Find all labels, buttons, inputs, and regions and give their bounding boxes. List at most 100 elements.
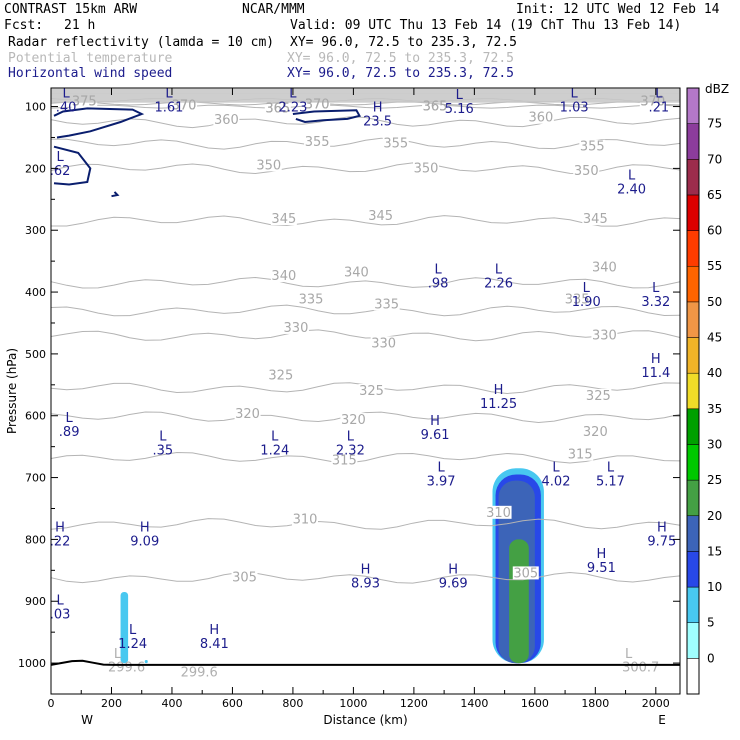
theta-label-bg bbox=[412, 161, 439, 175]
wind-extremum-L: L.21 bbox=[648, 86, 669, 115]
theta-label-bg bbox=[567, 447, 594, 461]
colorbar-bin bbox=[686, 408, 700, 445]
theta-label-bg bbox=[213, 113, 240, 127]
colorbar-bin bbox=[686, 123, 700, 160]
fcst-label: Fcst: bbox=[4, 18, 43, 33]
wind-extremum-L: L3.32 bbox=[641, 281, 670, 310]
theta-label-bg bbox=[270, 268, 297, 282]
wind-extremum-value: 2.40 bbox=[617, 183, 646, 198]
theta-label-bg bbox=[582, 212, 609, 226]
wind-extremum-L: L2.40 bbox=[617, 169, 646, 198]
theta-label-bg bbox=[234, 406, 261, 420]
theta-label-bg bbox=[304, 134, 331, 148]
theta-label-bg bbox=[331, 453, 358, 467]
wind-extremum-value: 5.17 bbox=[596, 474, 625, 489]
wind-extremum-value: .22 bbox=[50, 534, 71, 549]
y-tick-label: 200 bbox=[25, 162, 46, 175]
colorbar-unit: dBZ bbox=[705, 82, 729, 96]
wind-extremum-type: H bbox=[494, 383, 504, 398]
colorbar-label: 75 bbox=[707, 117, 722, 131]
terrain-surface bbox=[50, 659, 680, 666]
wind-extremum-L: L1.90 bbox=[572, 281, 601, 310]
theta-label-350: 350 bbox=[574, 164, 599, 179]
theta-label-350: 350 bbox=[414, 161, 439, 176]
x-endpoint-east: E bbox=[658, 713, 666, 727]
wind-extremum-value: 23.5 bbox=[363, 114, 392, 129]
theta-contour-305 bbox=[50, 571, 681, 584]
colorbar-label: 30 bbox=[707, 437, 722, 451]
wind-extremum-type: H bbox=[55, 520, 65, 535]
colorbar-bin bbox=[686, 586, 700, 623]
wind-extremum-value: 9.51 bbox=[587, 561, 616, 576]
wind-extremum-L: L.03 bbox=[50, 593, 71, 622]
theta-label-335: 335 bbox=[565, 292, 590, 307]
wind-extremum-H: H8.41 bbox=[200, 623, 229, 652]
reflectivity-cell bbox=[144, 659, 148, 664]
field-wind-xy: XY= 96.0, 72.5 to 235.3, 72.5 bbox=[287, 66, 514, 81]
wind-extremum-type: L bbox=[129, 623, 137, 638]
x-tick-label: 2000 bbox=[642, 697, 670, 710]
theta-contour-355 bbox=[50, 137, 681, 150]
theta-surface-label: 300.7 bbox=[622, 660, 659, 675]
field-reflectivity-xy: XY= 96.0, 72.5 to 235.3, 72.5 bbox=[290, 35, 517, 50]
wind-extremum-type: L bbox=[66, 411, 74, 426]
wind-extremum-type: H bbox=[361, 562, 371, 577]
wind-extremum-value: 9.69 bbox=[439, 576, 468, 591]
theta-label-340: 340 bbox=[344, 265, 369, 280]
x-tick-label: 1800 bbox=[581, 697, 609, 710]
theta-label-365: 365 bbox=[265, 101, 290, 116]
y-tick-label: 400 bbox=[25, 286, 46, 299]
wind-extremum-L: L.35 bbox=[153, 429, 174, 458]
wind-extremum-value: 8.41 bbox=[200, 637, 229, 652]
colorbar-label: 10 bbox=[707, 580, 722, 594]
theta-surface-label: 299.6 bbox=[108, 660, 145, 675]
theta-label-330: 330 bbox=[592, 328, 617, 343]
wind-extremum-value: .89 bbox=[59, 425, 80, 440]
wind-extremum-value: 1.90 bbox=[572, 295, 601, 310]
y-tick-label: 300 bbox=[25, 224, 46, 237]
theta-label-bg bbox=[512, 566, 539, 580]
wind-speed-contour bbox=[111, 191, 120, 198]
theta-label-370: 370 bbox=[172, 98, 197, 113]
wind-extremum-value: .98 bbox=[428, 277, 449, 292]
theta-label-320: 320 bbox=[235, 407, 260, 422]
theta-label-bg bbox=[298, 292, 325, 306]
colorbar-frame bbox=[686, 87, 700, 695]
theta-label-bg bbox=[370, 336, 397, 350]
theta-label-345: 345 bbox=[583, 212, 608, 227]
colorbar-bin bbox=[686, 479, 700, 517]
wind-extremum-type: L bbox=[456, 88, 464, 103]
theta-surface-label: L bbox=[114, 647, 122, 662]
wind-extremum-L: L1.61 bbox=[154, 86, 183, 115]
theta-label-bg bbox=[367, 209, 394, 223]
theta-contour-330 bbox=[50, 329, 681, 342]
theta-label-345: 345 bbox=[368, 209, 393, 224]
wind-extremum-H: H23.5 bbox=[363, 100, 392, 129]
theta-contour-340 bbox=[50, 276, 681, 289]
colorbar-bin bbox=[686, 337, 700, 374]
theta-label-bg bbox=[591, 260, 618, 274]
wind-extremum-value: 2.23 bbox=[278, 100, 307, 115]
x-tick-label: 200 bbox=[101, 697, 122, 710]
theta-label-bg bbox=[582, 424, 609, 438]
colorbar-bin bbox=[686, 551, 700, 588]
theta-contour-365 bbox=[50, 104, 681, 109]
valid-time: Valid: 09 UTC Thu 13 Feb 14 (19 ChT Thu … bbox=[290, 18, 681, 33]
wind-extremum-type: L bbox=[552, 460, 560, 475]
wind-extremum-type: L bbox=[347, 429, 355, 444]
colorbar-label: 50 bbox=[707, 295, 722, 309]
theta-label-310: 310 bbox=[486, 506, 511, 521]
wind-extremum-L: L2.32 bbox=[336, 429, 365, 458]
wind-extremum-type: H bbox=[209, 623, 219, 638]
x-tick-label: 400 bbox=[161, 697, 182, 710]
colorbar-label: 20 bbox=[707, 509, 722, 523]
theta-label-bg bbox=[282, 320, 309, 334]
colorbar-label: 40 bbox=[707, 366, 722, 380]
wind-extremum-L: L5.17 bbox=[596, 460, 625, 489]
wind-extremum-type: L bbox=[271, 429, 279, 444]
x-endpoint-west: W bbox=[81, 713, 93, 727]
colorbar-bin bbox=[686, 622, 700, 659]
wind-extremum-L: L2.26 bbox=[484, 263, 513, 292]
colorbar-label: 55 bbox=[707, 259, 722, 273]
